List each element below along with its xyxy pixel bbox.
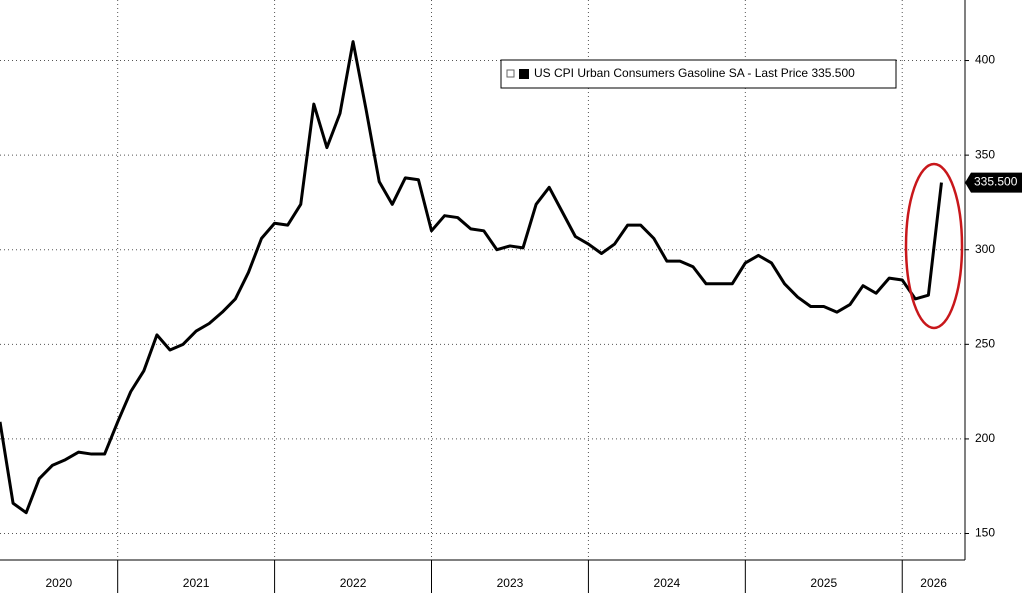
y-tick-label: 350	[975, 147, 995, 161]
legend-label: US CPI Urban Consumers Gasoline SA - Las…	[534, 66, 855, 80]
x-tick-label: 2026	[920, 576, 947, 590]
x-tick-label: 2023	[497, 576, 524, 590]
highlight-ellipse	[904, 162, 964, 330]
x-tick-label: 2022	[340, 576, 367, 590]
x-tick-label: 2025	[810, 576, 837, 590]
y-tick-label: 200	[975, 431, 995, 445]
y-tick-label: 400	[975, 53, 995, 67]
x-tick-label: 2020	[45, 576, 72, 590]
x-tick-label: 2021	[183, 576, 210, 590]
x-tick-label: 2024	[654, 576, 681, 590]
y-tick-label: 150	[975, 526, 995, 540]
legend-swatch	[519, 69, 529, 79]
y-tick-label: 300	[975, 242, 995, 256]
legend-toggle	[506, 69, 515, 78]
legend: US CPI Urban Consumers Gasoline SA - Las…	[500, 59, 897, 89]
series-line	[0, 40, 943, 515]
last-price-label: 335.500	[974, 175, 1018, 189]
last-price-tag	[965, 172, 1022, 193]
y-tick-label: 250	[975, 336, 995, 350]
legend-box	[500, 59, 897, 89]
